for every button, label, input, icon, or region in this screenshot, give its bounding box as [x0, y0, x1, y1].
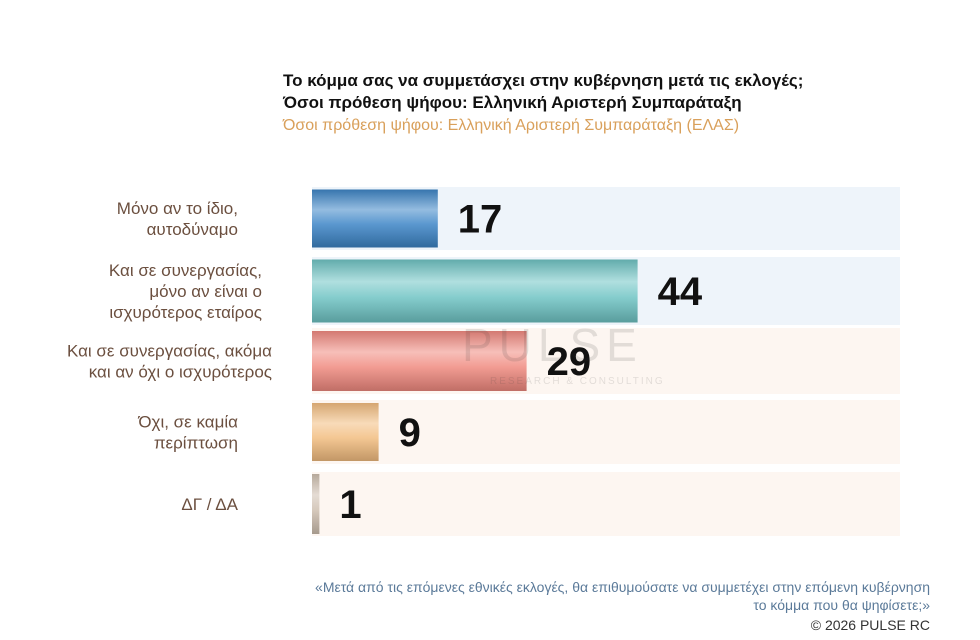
category-label: ΔΓ / ΔΑ: [181, 495, 238, 514]
category-label: Και σε συνεργασίας, ακόμα και αν όχι ο ισ…: [67, 342, 272, 382]
data-label: 1: [339, 483, 361, 527]
bar: [312, 189, 438, 248]
question-footnote: «Μετά από τις επόμενες εθνικές εκλογές, …: [315, 578, 930, 614]
bar: [312, 403, 379, 461]
bar: [312, 331, 527, 391]
data-label: 9: [399, 411, 421, 455]
chart-title-line-1: Το κόμμα σας να συμμετάσχει στην κυβέρνη…: [283, 71, 804, 90]
footnote-line-2: το κόμμα που θα ψηφίσετε;»: [753, 597, 930, 613]
data-label: 29: [547, 340, 592, 384]
bar: [312, 474, 320, 534]
bar-track: [312, 472, 900, 536]
copyright-notice: © 2026 PULSE RC: [810, 617, 930, 633]
bar-track: [312, 400, 900, 464]
bar: [312, 259, 638, 323]
chart-subtitle: Όσοι πρόθεση ψήφου: Ελληνική Αριστερή Συ…: [283, 117, 740, 134]
chart-header: Το κόμμα σας να συμμετάσχει στην κυβέρνη…: [283, 70, 923, 137]
category-label: Και σε συνεργασίας, μόνο αν είναι ο ισχυρό…: [109, 261, 262, 322]
data-label: 44: [658, 270, 703, 314]
category-label: Μόνο αν το ίδιο, αυτοδύναμο: [117, 199, 238, 239]
category-label: Όχι, σε καμία περίπτωση: [137, 413, 238, 453]
footnote-line-1: «Μετά από τις επόμενες εθνικές εκλογές, …: [315, 579, 930, 595]
chart-title-line-2: Όσοι πρόθεση ψήφου: Ελληνική Αριστερή Συ…: [283, 93, 742, 112]
data-label: 17: [458, 198, 503, 242]
